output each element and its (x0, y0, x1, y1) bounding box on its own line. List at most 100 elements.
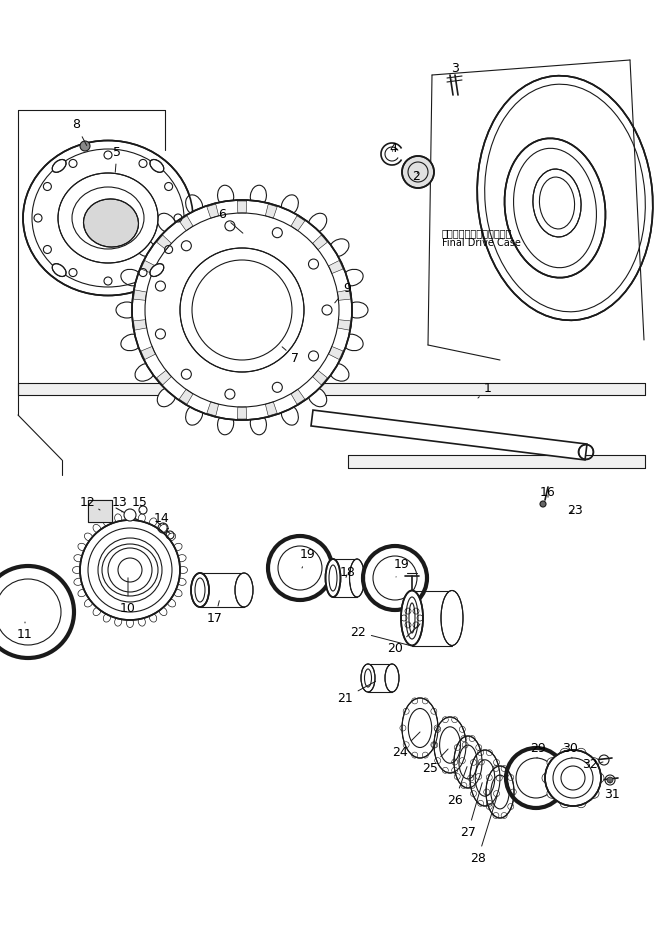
Text: 31: 31 (604, 782, 620, 802)
Text: 15: 15 (132, 495, 148, 512)
Ellipse shape (23, 141, 193, 295)
Ellipse shape (504, 139, 606, 277)
Ellipse shape (486, 766, 514, 818)
Circle shape (180, 248, 304, 372)
Polygon shape (311, 410, 587, 460)
Ellipse shape (281, 404, 298, 425)
Ellipse shape (159, 607, 167, 615)
Ellipse shape (52, 263, 66, 277)
Text: 22: 22 (350, 626, 409, 645)
Polygon shape (88, 500, 112, 522)
Ellipse shape (186, 404, 203, 425)
Circle shape (80, 141, 90, 151)
Ellipse shape (167, 600, 175, 607)
Ellipse shape (326, 559, 341, 597)
Circle shape (402, 156, 434, 188)
Ellipse shape (250, 185, 266, 207)
Polygon shape (157, 371, 171, 385)
Polygon shape (328, 346, 343, 359)
Ellipse shape (78, 544, 86, 551)
Ellipse shape (135, 363, 156, 381)
Ellipse shape (114, 514, 122, 523)
Polygon shape (133, 290, 146, 301)
Polygon shape (266, 204, 277, 218)
Text: 16: 16 (540, 485, 556, 498)
Ellipse shape (361, 664, 375, 692)
Ellipse shape (84, 533, 93, 541)
Ellipse shape (173, 589, 182, 597)
Text: 24: 24 (392, 732, 420, 759)
Ellipse shape (126, 618, 133, 627)
Text: 19: 19 (394, 559, 410, 577)
Ellipse shape (349, 559, 364, 597)
Ellipse shape (177, 555, 186, 561)
Polygon shape (207, 204, 218, 218)
Text: 32: 32 (582, 759, 603, 772)
Ellipse shape (441, 590, 463, 645)
Ellipse shape (341, 334, 363, 351)
Text: 1: 1 (478, 382, 492, 398)
Text: 17: 17 (207, 600, 223, 625)
Polygon shape (207, 402, 218, 416)
Ellipse shape (235, 573, 253, 607)
Polygon shape (291, 389, 305, 404)
Ellipse shape (308, 213, 327, 233)
Circle shape (589, 789, 599, 798)
Text: 12: 12 (80, 495, 100, 510)
Ellipse shape (341, 269, 363, 286)
Circle shape (607, 777, 613, 783)
Ellipse shape (218, 185, 233, 207)
Text: 7: 7 (282, 347, 299, 365)
Polygon shape (133, 319, 146, 331)
Ellipse shape (84, 199, 139, 247)
Text: 23: 23 (567, 504, 583, 517)
Ellipse shape (328, 239, 349, 257)
Circle shape (80, 520, 180, 620)
Ellipse shape (157, 213, 176, 233)
Text: 29: 29 (530, 741, 546, 758)
Ellipse shape (74, 578, 83, 586)
Ellipse shape (157, 387, 176, 407)
Ellipse shape (93, 607, 101, 615)
Polygon shape (179, 216, 193, 231)
Polygon shape (266, 402, 277, 416)
Text: Final Drive Case: Final Drive Case (442, 238, 521, 248)
Text: 27: 27 (460, 783, 482, 839)
Ellipse shape (250, 412, 266, 435)
Text: 26: 26 (447, 766, 467, 806)
Text: 11: 11 (17, 622, 33, 641)
Circle shape (124, 509, 136, 521)
Ellipse shape (84, 600, 93, 607)
Ellipse shape (126, 512, 133, 521)
Ellipse shape (114, 617, 122, 627)
Text: 2: 2 (412, 169, 420, 182)
Ellipse shape (78, 589, 86, 597)
Polygon shape (179, 389, 193, 404)
Text: 9: 9 (335, 281, 351, 303)
Polygon shape (313, 236, 328, 250)
Circle shape (589, 758, 599, 768)
Ellipse shape (138, 514, 145, 523)
Text: ファイナルドライブケース: ファイナルドライブケース (442, 228, 513, 238)
Circle shape (547, 789, 557, 798)
Text: 25: 25 (422, 749, 448, 775)
Ellipse shape (138, 617, 145, 627)
Ellipse shape (135, 239, 156, 257)
Ellipse shape (159, 524, 167, 533)
Ellipse shape (149, 518, 157, 527)
Circle shape (560, 798, 570, 808)
Ellipse shape (191, 573, 209, 607)
Circle shape (576, 798, 586, 808)
Circle shape (547, 758, 557, 768)
Text: 21: 21 (337, 681, 375, 705)
Ellipse shape (186, 195, 203, 216)
Polygon shape (237, 407, 247, 419)
Polygon shape (337, 290, 351, 301)
Text: 3: 3 (451, 61, 459, 80)
Ellipse shape (73, 566, 82, 573)
Ellipse shape (281, 195, 298, 216)
Ellipse shape (533, 169, 581, 236)
Text: 10: 10 (120, 578, 136, 614)
Text: 19: 19 (300, 548, 316, 568)
Ellipse shape (149, 614, 157, 622)
